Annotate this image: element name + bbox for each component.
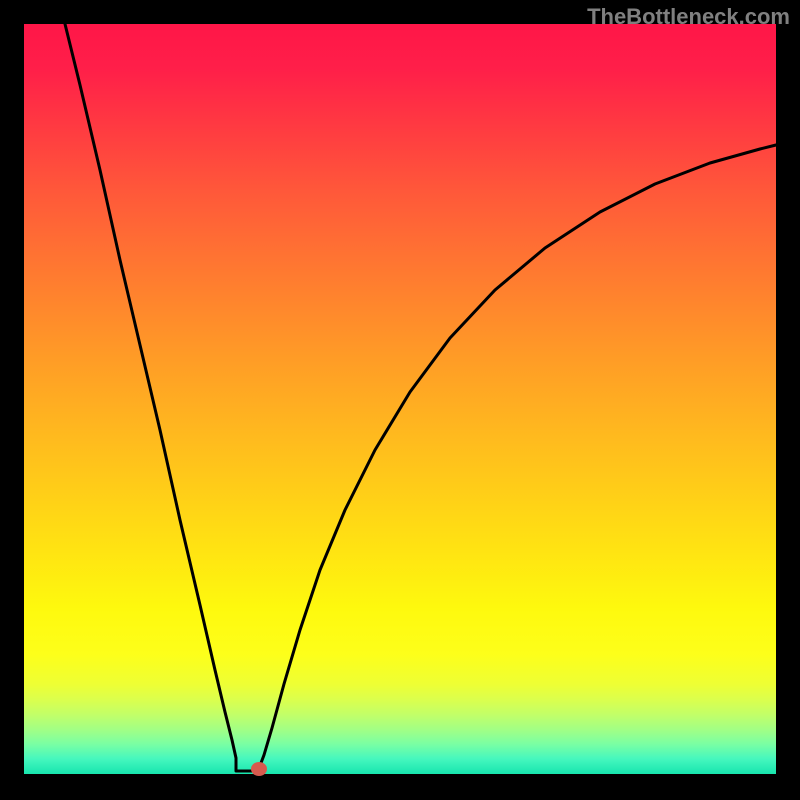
- optimum-marker: [251, 762, 267, 776]
- chart-svg: [0, 0, 800, 800]
- bottleneck-chart: TheBottleneck.com: [0, 0, 800, 800]
- plot-background: [24, 24, 776, 774]
- watermark-text: TheBottleneck.com: [587, 4, 790, 30]
